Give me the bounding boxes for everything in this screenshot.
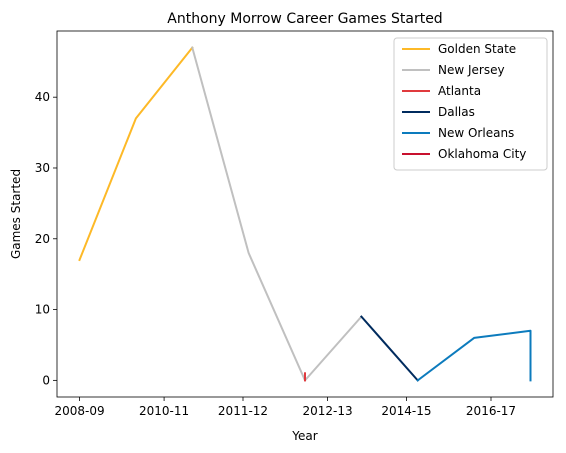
x-tick-label: 2012-13 [302, 404, 352, 418]
chart-title: Anthony Morrow Career Games Started [167, 11, 442, 27]
x-tick-label: 2014-15 [381, 404, 431, 418]
legend-label: Dallas [438, 105, 475, 119]
y-tick-label: 0 [42, 373, 50, 387]
legend: Golden State New Jersey Atlanta Dallas New O… [394, 38, 547, 170]
x-tick-label: 2011-12 [218, 404, 268, 418]
y-tick-label: 40 [35, 90, 50, 104]
y-tick-label: 10 [35, 303, 50, 317]
y-tick-label: 20 [35, 232, 50, 246]
x-tick-label: 2016-17 [466, 404, 516, 418]
legend-label: Oklahoma City [438, 147, 526, 161]
legend-label: Atlanta [438, 84, 481, 98]
legend-label: New Jersey [438, 63, 505, 77]
x-tick-label: 2008-09 [54, 404, 104, 418]
y-tick-label: 30 [35, 161, 50, 175]
x-tick-label: 2010-11 [139, 404, 189, 418]
y-axis-title: Games Started [9, 169, 23, 259]
legend-label: Golden State [438, 42, 516, 56]
x-axis-title: Year [291, 429, 317, 443]
legend-label: New Orleans [438, 126, 514, 140]
